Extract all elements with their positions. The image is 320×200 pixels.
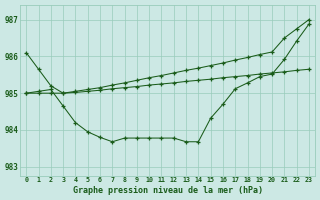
X-axis label: Graphe pression niveau de la mer (hPa): Graphe pression niveau de la mer (hPa) [73,186,263,195]
